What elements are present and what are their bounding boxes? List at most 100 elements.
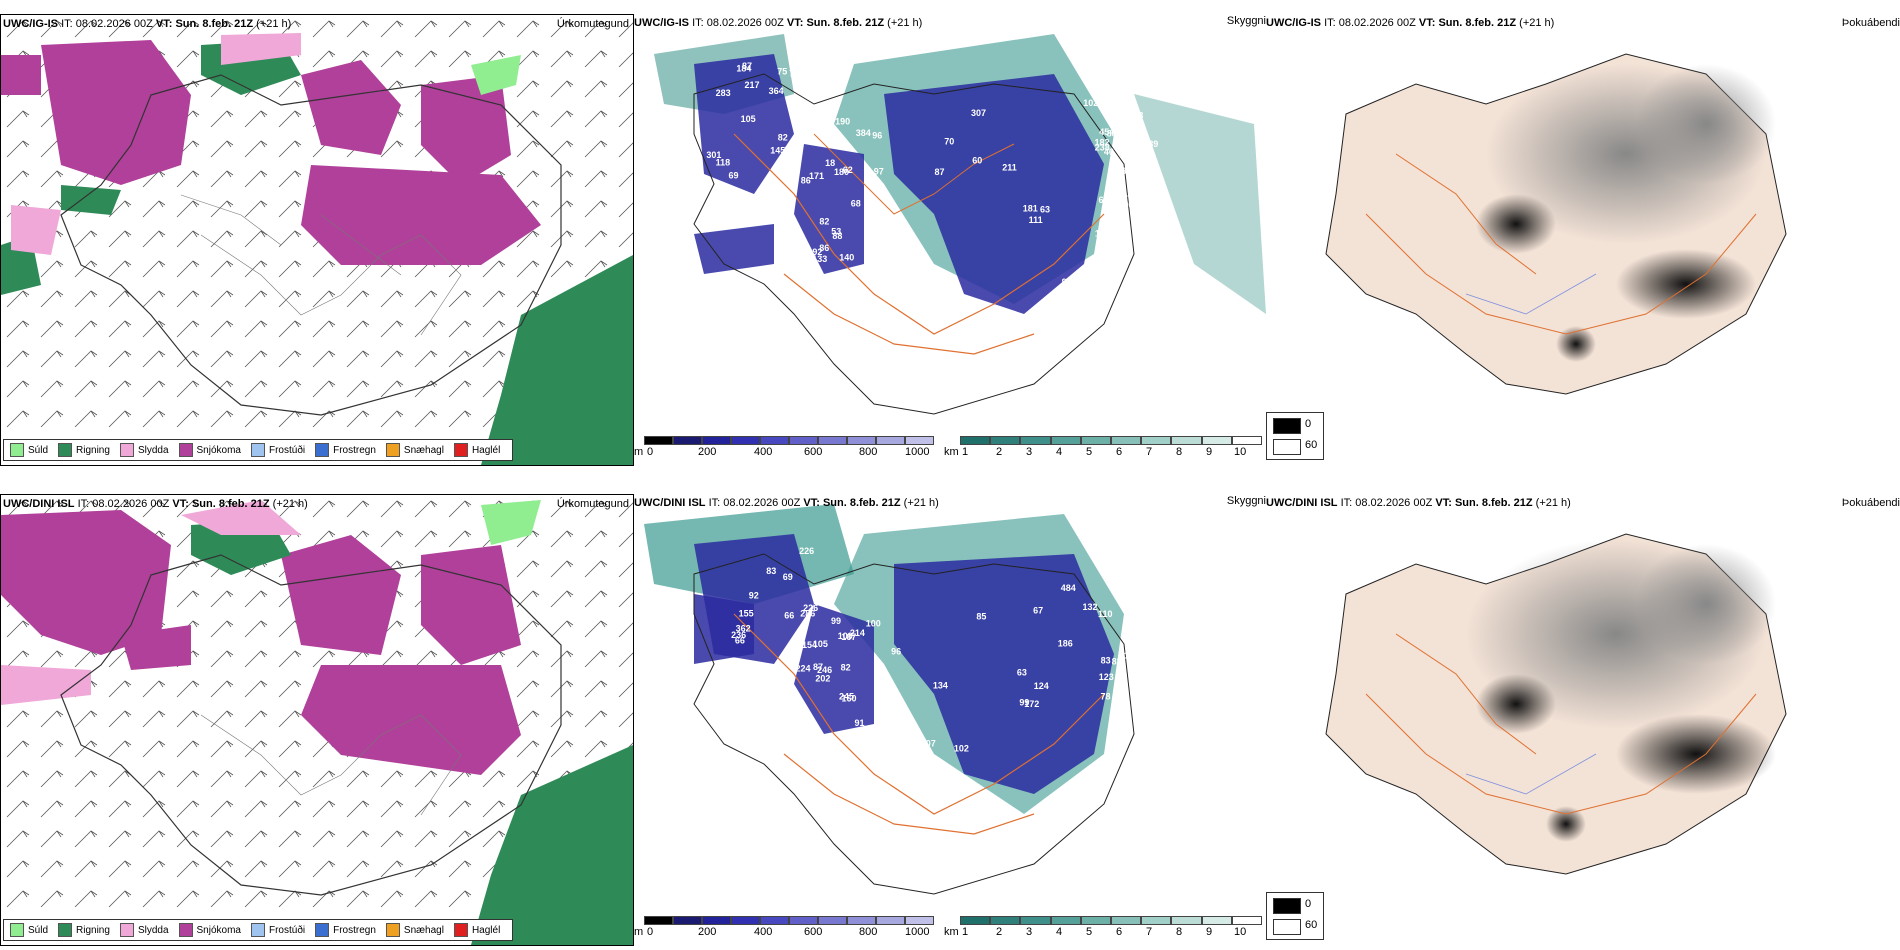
visibility-value-label: 182 [1095,137,1110,147]
colorbar-segment [1141,436,1172,445]
visibility-value-label: 69 [729,170,739,180]
header-row1-precip: UWC/IG-IS IT: 08.02.2026 00Z VT: Sun. 8.… [3,18,292,30]
colorbar-segment [789,916,818,925]
colorbar-segment [905,916,934,925]
visibility-value-label: 226 [799,546,814,556]
visibility-value-label: 125 [1134,705,1149,715]
visibility-value-label: 124 [1034,681,1049,691]
visibility-value-label: 77 [699,178,709,188]
colorbar-segment [1171,436,1202,445]
colorbar-segment [644,916,673,925]
visibility-value-label: 88 [1107,128,1117,138]
colorbar-segment [960,436,991,445]
visibility-value-label: 307 [971,108,986,118]
visibility-value-label: 484 [1061,583,1076,593]
colorbar-segment [731,916,760,925]
colorbar-segment [876,916,905,925]
legend-item-snow-pellets: Snæhagl [385,923,444,937]
visibility-value-label: 96 [872,131,882,141]
precip-type-map-row2: UWC/DINI ISL IT: 08.02.2026 00Z VT: Sun.… [0,494,634,946]
colorbar-segment [818,436,847,445]
visibility-colorbar-row1: km 1 2 3 4 5 6 7 8 9 10 [944,436,1264,462]
height-colorbar-row2: m 0 200 400 600 800 1000 [634,916,936,942]
dewpoint-legend-label: 60 [1305,439,1318,451]
visibility-tick: 6 [1116,926,1123,938]
panel-title-precip-type: Úrkomutegund [556,498,629,510]
colorbar-segment [1231,916,1262,925]
colorbar-segment [702,916,731,925]
dewpoint-legend-swatch-white [1273,439,1301,455]
visibility-value-label: 102 [954,743,969,753]
visibility-value-label: 307 [921,739,936,749]
height-tick: 800 [859,446,878,458]
panel-title-dewpoint: Þokuábendi [1841,17,1900,29]
visibility-value-label: 140 [839,252,854,262]
visibility-value-label: 67 [1033,606,1043,616]
colorbar-segment [1020,436,1051,445]
visibility-value-label: 63 [1040,205,1050,215]
colorbar-segment [1050,916,1081,925]
visibility-value-label: 133 [812,254,827,264]
visibility-value-label: 82 [1112,657,1122,667]
visibility-value-label: 384 [856,128,871,138]
colorbar-segment [876,436,905,445]
visibility-value-label: 155 [1133,595,1148,605]
visibility-value-label: 202 [815,674,830,684]
visibility-value-label: 75 [777,67,787,77]
dewpoint-map-row2: UWC/DINI ISL IT: 08.02.2026 00Z VT: Sun.… [1266,494,1900,944]
visibility-value-label: 132 [1083,602,1098,612]
visibility-value-label: 91 [855,718,865,728]
colorbar-segment [847,916,876,925]
legend-item-sleet: Slydda [119,443,169,457]
height-tick: 1000 [905,926,930,938]
visibility-tick: 7 [1146,926,1153,938]
visibility-value-label: 283 [716,88,731,98]
visibility-value-label: 82 [819,216,829,226]
dewpoint-legend-box-row1: 0 60 [1266,412,1324,460]
visibility-value-label: 129 [796,84,811,94]
header-row1-visibility: UWC/IG-IS IT: 08.02.2026 00Z VT: Sun. 8.… [634,17,923,29]
colorbar-segment [644,436,673,445]
visibility-value-label: 87 [813,662,823,672]
visibility-map-graphic: 8617110228236492307560301182631192176263… [654,34,1266,415]
legend-item-freezing-rain: Frostregn [315,443,376,457]
panel-title-visibility: Skyggni [1226,495,1266,507]
visibility-value-label: 102 [1083,98,1098,108]
visibility-value-label: 190 [835,116,850,126]
height-tick: 600 [804,926,823,938]
dewpoint-legend-swatch-black [1273,418,1301,434]
visibility-value-label: 78 [1101,692,1111,702]
visibility-tick: 10 [1234,446,1247,458]
legend-item-freezing-rain: Frostregn [315,923,376,937]
visibility-value-label: 180 [834,167,849,177]
visibility-value-label: 92 [812,247,822,257]
visibility-value-label: 171 [809,171,824,181]
visibility-value-label: 261 [1123,200,1138,210]
visibility-value-label: 228 [1147,203,1162,213]
visibility-map-row2: 224 202 99 110 154 105 307 82 69 109 67 57 66 99 63 123… [634,494,1266,944]
visibility-value-label: 211 [1002,162,1017,172]
visibility-value-label: 88 [832,231,842,241]
visibility-value-label: 301 [706,150,721,160]
visibility-value-label: 187 [1124,651,1139,661]
colorbar-segment [760,436,789,445]
visibility-value-label: 87 [935,167,945,177]
visibility-value-label: 153 [1095,228,1110,238]
visibility-value-label: 729 [789,68,804,78]
height-tick: 0 [647,926,654,938]
colorbar-segment [990,916,1021,925]
colorbar-segment [1050,436,1081,445]
visibility-value-label: 69 [783,572,793,582]
visibility-tick: 8 [1176,446,1183,458]
legend-item-hail: Haglél [453,923,500,937]
header-row2-dewpoint: UWC/DINI ISL IT: 08.02.2026 00Z VT: Sun.… [1266,497,1571,509]
visibility-tick: 1 [962,446,969,458]
visibility-value-label: 105 [813,639,828,649]
dewpoint-legend-swatch-white [1273,919,1301,935]
visibility-value-label: 172 [1024,699,1039,709]
visibility-value-label: 364 [769,86,784,96]
visibility-value-label: 88 [1144,660,1154,670]
height-tick: 200 [698,926,717,938]
legend-item-freezing-drizzle: Frostúði [250,923,305,937]
dewpoint-legend-label: 0 [1305,898,1312,910]
